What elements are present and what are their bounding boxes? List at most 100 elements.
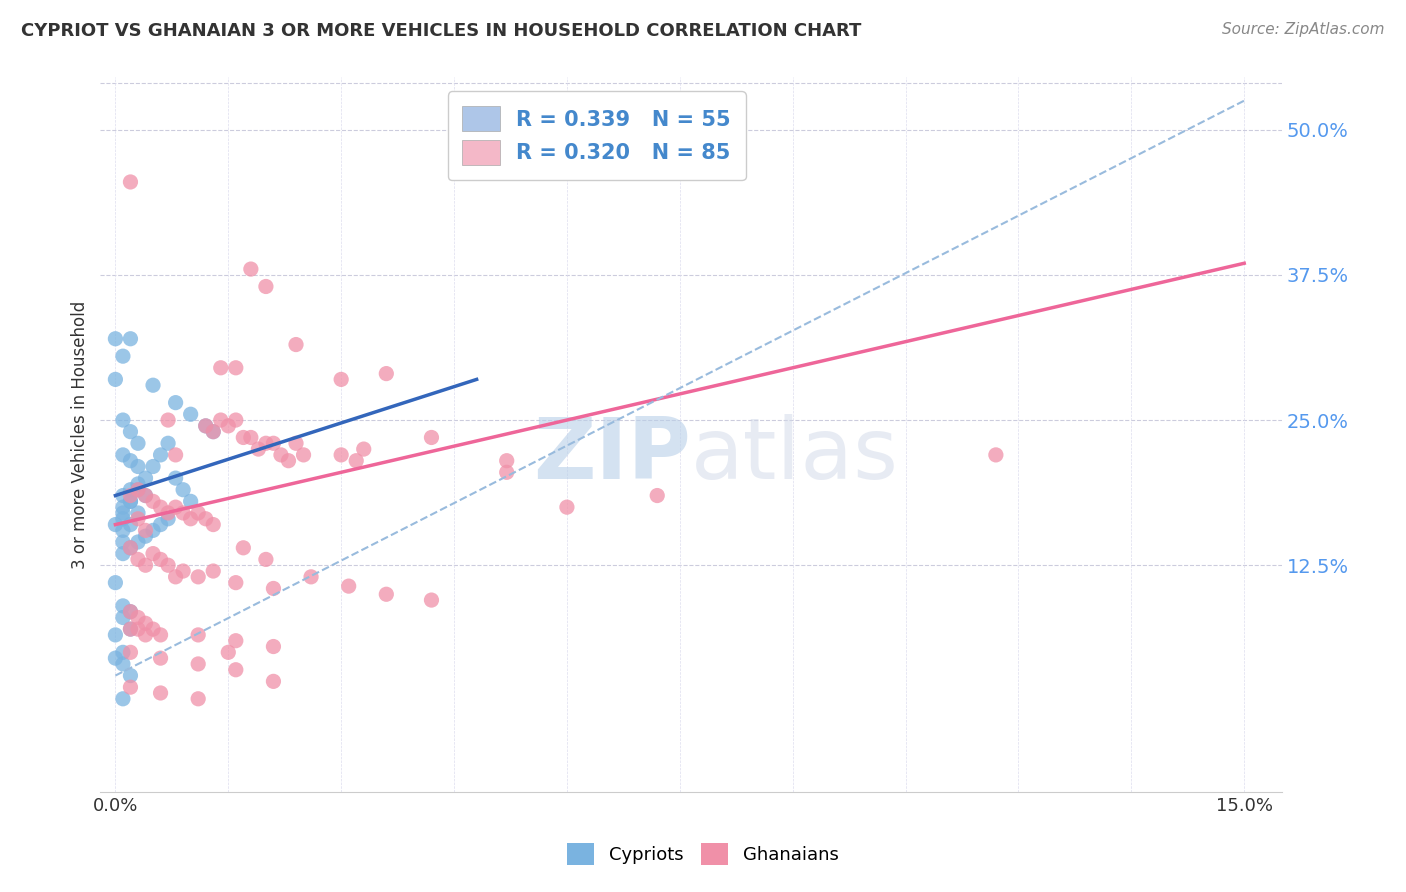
Point — [420, 430, 443, 444]
Point — [285, 337, 308, 351]
Point — [187, 657, 209, 671]
Point — [262, 582, 284, 596]
Point — [120, 517, 142, 532]
Point — [157, 506, 180, 520]
Point — [157, 558, 180, 573]
Point — [149, 651, 172, 665]
Point — [165, 395, 187, 409]
Point — [149, 448, 172, 462]
Point — [262, 674, 284, 689]
Point — [134, 524, 156, 538]
Point — [375, 367, 398, 381]
Point — [134, 471, 156, 485]
Point — [225, 413, 247, 427]
Point — [225, 663, 247, 677]
Point — [180, 512, 202, 526]
Point — [127, 506, 149, 520]
Point — [165, 471, 187, 485]
Point — [420, 593, 443, 607]
Point — [111, 535, 134, 549]
Point — [127, 512, 149, 526]
Point — [202, 564, 225, 578]
Point — [142, 459, 165, 474]
Point — [239, 262, 262, 277]
Point — [217, 418, 239, 433]
Point — [149, 552, 172, 566]
Point — [120, 425, 142, 439]
Point — [165, 570, 187, 584]
Point — [225, 575, 247, 590]
Point — [104, 628, 127, 642]
Point — [292, 448, 315, 462]
Point — [111, 599, 134, 613]
Point — [165, 500, 187, 515]
Point — [120, 453, 142, 467]
Point — [149, 500, 172, 515]
Point — [120, 605, 142, 619]
Point — [172, 483, 194, 497]
Point — [270, 448, 292, 462]
Point — [187, 628, 209, 642]
Point — [142, 494, 165, 508]
Point — [142, 622, 165, 636]
Point — [120, 541, 142, 555]
Point — [111, 610, 134, 624]
Point — [111, 413, 134, 427]
Point — [495, 453, 517, 467]
Point — [157, 512, 180, 526]
Legend: Cypriots, Ghanaians: Cypriots, Ghanaians — [558, 834, 848, 874]
Point — [157, 436, 180, 450]
Point — [149, 628, 172, 642]
Point — [120, 541, 142, 555]
Point — [120, 494, 142, 508]
Point — [254, 436, 277, 450]
Point — [285, 436, 308, 450]
Point — [299, 570, 322, 584]
Point — [225, 633, 247, 648]
Point — [149, 686, 172, 700]
Point — [111, 645, 134, 659]
Point — [194, 418, 217, 433]
Point — [172, 564, 194, 578]
Point — [344, 453, 367, 467]
Point — [127, 436, 149, 450]
Point — [104, 372, 127, 386]
Point — [232, 541, 254, 555]
Point — [149, 517, 172, 532]
Point — [187, 506, 209, 520]
Point — [111, 524, 134, 538]
Point — [127, 552, 149, 566]
Point — [202, 425, 225, 439]
Point — [180, 407, 202, 421]
Point — [111, 489, 134, 503]
Point — [127, 483, 149, 497]
Point — [330, 448, 353, 462]
Point — [120, 494, 142, 508]
Point — [254, 279, 277, 293]
Point — [111, 506, 134, 520]
Point — [157, 413, 180, 427]
Point — [134, 489, 156, 503]
Point — [111, 547, 134, 561]
Point — [209, 413, 232, 427]
Point — [120, 489, 142, 503]
Point — [104, 332, 127, 346]
Point — [202, 425, 225, 439]
Point — [111, 512, 134, 526]
Point — [104, 651, 127, 665]
Point — [180, 494, 202, 508]
Point — [120, 622, 142, 636]
Point — [142, 547, 165, 561]
Point — [239, 430, 262, 444]
Text: ZIP: ZIP — [533, 415, 692, 498]
Point — [134, 628, 156, 642]
Point — [104, 575, 127, 590]
Point — [111, 448, 134, 462]
Point — [172, 506, 194, 520]
Point — [134, 558, 156, 573]
Point — [120, 175, 142, 189]
Point — [127, 483, 149, 497]
Point — [134, 529, 156, 543]
Y-axis label: 3 or more Vehicles in Household: 3 or more Vehicles in Household — [72, 301, 89, 569]
Point — [217, 645, 239, 659]
